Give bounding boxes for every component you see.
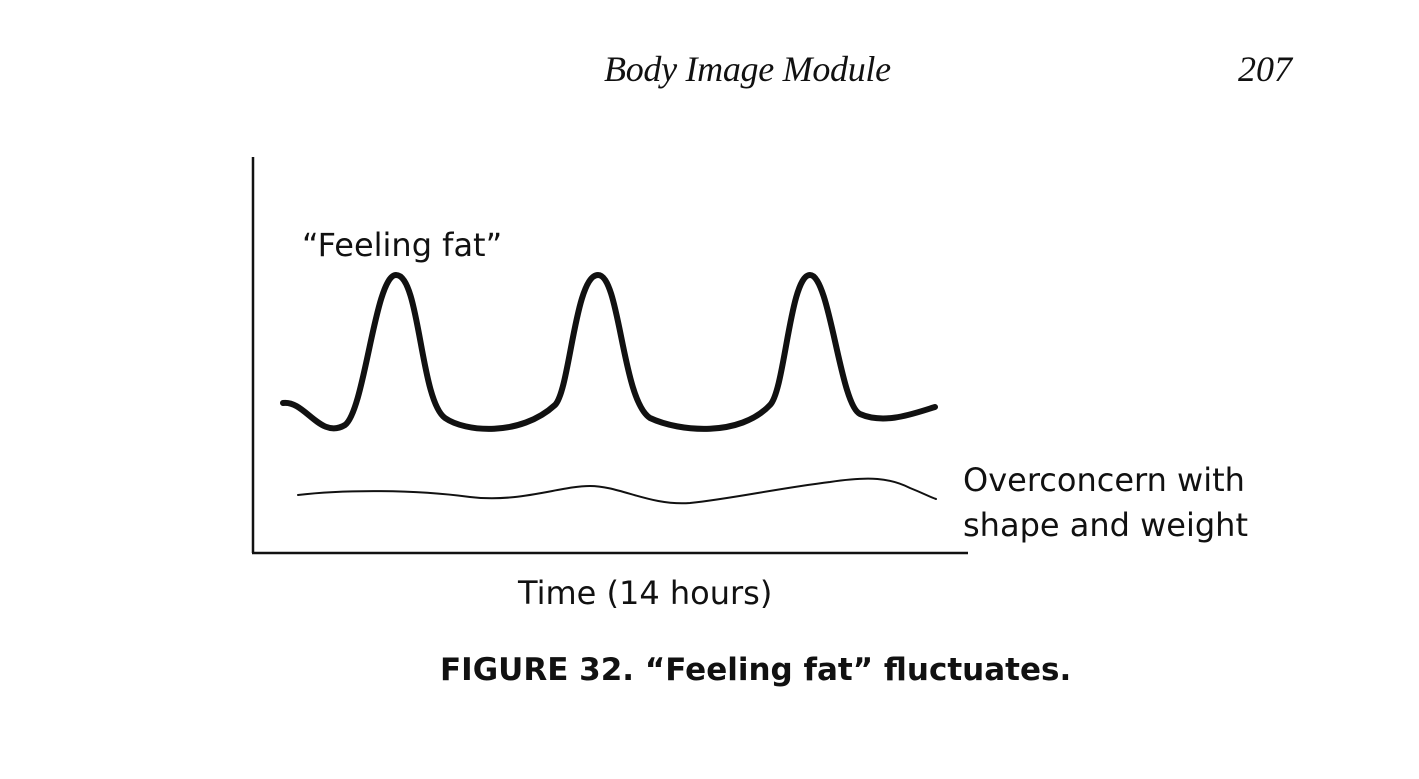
overconcern-label-line2: shape and weight — [963, 506, 1248, 544]
figure-caption: FIGURE 32. “Feeling fat” fluctuates. — [440, 652, 1072, 688]
running-head-title: Body Image Module — [604, 49, 891, 89]
feeling-fat-line — [280, 272, 938, 432]
overconcern-line — [297, 477, 937, 505]
x-axis-label: Time (14 hours) — [518, 574, 773, 612]
running-head: Body Image Module 207 — [0, 48, 1419, 98]
page-number: 207 — [1238, 49, 1292, 89]
overconcern-label-line1: Overconcern with — [963, 461, 1245, 499]
feeling-fat-label: “Feeling fat” — [302, 226, 503, 264]
axes — [251, 157, 968, 555]
